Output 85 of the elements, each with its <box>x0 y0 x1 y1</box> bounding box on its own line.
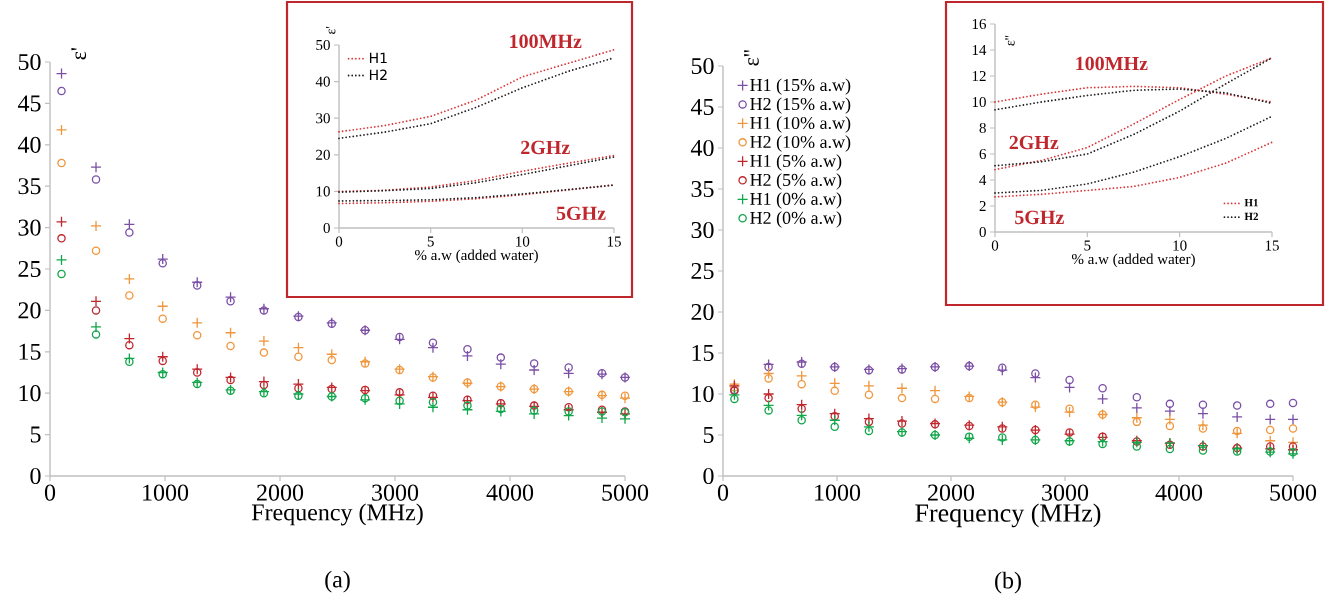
y-axis-title: ε' <box>326 26 336 35</box>
x-tick-label: 5000 <box>602 484 649 501</box>
legend-label: H1 <box>1244 199 1258 207</box>
y-tick-label: 10 <box>692 385 714 403</box>
y-tick-label: 50 <box>18 53 41 71</box>
legend-label: H2 (0% a.w) <box>750 211 842 228</box>
x-tick-label: 0 <box>991 240 999 251</box>
annotation: 5GHz <box>556 206 606 221</box>
y-tick-label: 4 <box>979 175 987 185</box>
y-tick-label: 15 <box>692 344 714 362</box>
y-tick-label: 45 <box>690 98 714 116</box>
y-tick-label: 25 <box>18 260 41 278</box>
y-tick-label: 40 <box>690 139 714 157</box>
y-tick-label: 50 <box>691 57 714 75</box>
x-tick-label: 0 <box>44 484 56 501</box>
x-axis-title: Frequency (MHz) <box>915 503 1101 528</box>
annotation: 100MHz <box>510 34 582 49</box>
x-tick-label: 10 <box>1173 240 1187 251</box>
y-tick-label: 2 <box>979 201 986 211</box>
x-tick-label: 3000 <box>372 484 419 501</box>
y-tick-label: 30 <box>18 219 41 236</box>
text: (b) <box>995 571 1021 594</box>
legend-label: H1 (15% a.w) <box>750 78 851 95</box>
legend-label: H1 <box>369 52 387 64</box>
y-tick-label: 35 <box>691 180 714 198</box>
y-tick-label: 20 <box>18 302 41 319</box>
annotation: 100MHz <box>1076 56 1148 71</box>
y-tick-label: 0 <box>703 467 714 485</box>
y-tick-label: 0 <box>323 222 330 234</box>
x-tick-label: 3000 <box>1042 484 1089 501</box>
y-tick-label: 30 <box>316 113 330 124</box>
x-tick-label: 5000 <box>1270 484 1317 501</box>
y-tick-label: 15 <box>19 343 41 360</box>
y-tick-label: 50 <box>316 39 330 51</box>
legend-label: H2 (5% a.w) <box>750 173 842 190</box>
annotation: 5GHz <box>1015 210 1064 225</box>
annotation: 2GHz <box>1009 135 1059 150</box>
x-tick-label: 5 <box>1084 240 1091 251</box>
y-tick-label: 14 <box>972 45 987 55</box>
y-tick-label: 5 <box>703 427 714 443</box>
legend-label: H1 (10% a.w) <box>750 116 851 133</box>
x-tick-label: 1000 <box>815 484 861 501</box>
y-tick-label: 10 <box>19 385 41 402</box>
x-tick-label: 15 <box>1265 240 1279 251</box>
y-tick-label: 25 <box>691 262 714 280</box>
legend-label: H1 (5% a.w) <box>750 154 842 171</box>
y-tick-label: 0 <box>979 226 986 238</box>
y-tick-label: 40 <box>315 76 330 87</box>
x-tick-label: 4000 <box>1155 484 1203 501</box>
legend-label: H2 <box>369 69 387 80</box>
y-tick-label: 30 <box>691 221 714 239</box>
x-tick-label: 10 <box>516 236 530 247</box>
y-tick-label: 5 <box>30 426 41 443</box>
legend-label: H2 (10% a.w) <box>750 135 851 152</box>
x-tick-label: 5 <box>427 236 434 247</box>
legend-label: H2 <box>1244 212 1259 221</box>
x-tick-label: 15 <box>607 236 621 247</box>
y-axis-title: ε'' <box>1005 35 1015 46</box>
y-tick-label: 40 <box>17 136 41 153</box>
y-axis-title: ε' <box>71 48 87 60</box>
x-tick-label: 0 <box>335 236 343 247</box>
text: (a) <box>325 570 350 593</box>
y-tick-label: 20 <box>316 149 330 160</box>
annotation: 2GHz <box>521 140 570 155</box>
x-tick-label: 1000 <box>143 484 189 501</box>
x-tick-label: 2000 <box>928 484 975 501</box>
y-tick-label: 10 <box>316 186 330 197</box>
y-tick-label: 12 <box>972 71 986 81</box>
y-tick-label: 16 <box>972 18 987 30</box>
x-tick-label: 2000 <box>257 484 304 501</box>
y-tick-label: 45 <box>17 95 41 112</box>
x-axis-title: % a.w (added water) <box>414 249 538 264</box>
y-tick-label: 35 <box>18 178 41 195</box>
y-tick-label: 8 <box>979 122 986 134</box>
y-tick-label: 10 <box>972 96 986 108</box>
y-axis-title: ε'' <box>744 50 759 66</box>
y-tick-label: 0 <box>30 467 41 485</box>
x-axis-title: % a.w (added water) <box>1071 253 1195 268</box>
y-tick-label: 6 <box>979 148 987 160</box>
legend-label: H2 (15% a.w) <box>750 97 851 114</box>
x-tick-label: 0 <box>717 484 729 501</box>
x-axis-title: Frequency (MHz) <box>251 503 423 526</box>
y-tick-label: 20 <box>691 303 714 321</box>
x-tick-label: 4000 <box>486 484 534 501</box>
legend-label: H1 (0% a.w) <box>750 192 842 209</box>
